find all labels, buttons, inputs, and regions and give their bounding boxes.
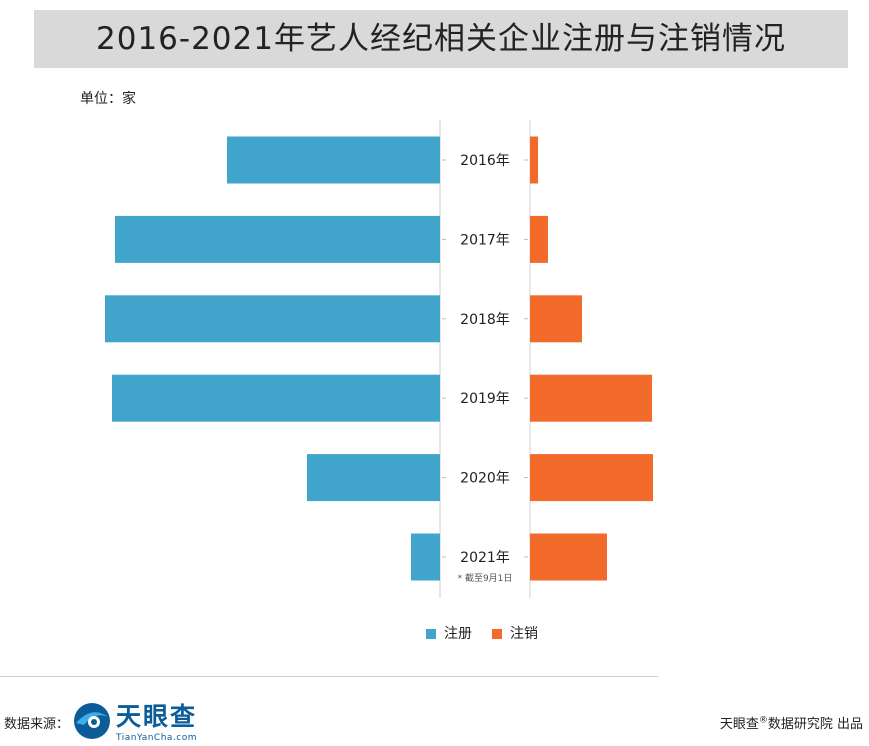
category-note-5: * 截至9月1日 (458, 572, 513, 584)
bar-cancel-0 (530, 136, 538, 184)
credit-rest: 数据研究院 出品 (767, 717, 863, 732)
category-label-0: 2016年 (460, 153, 510, 169)
footer-divider (0, 676, 658, 677)
chart-title: 2016-2021年艺人经纪相关企业注册与注销情况 (96, 21, 786, 57)
credit-main: 天眼查 (719, 717, 759, 732)
bar-register-1 (115, 215, 440, 263)
source-label: 数据来源： (4, 717, 70, 732)
category-label-3: 2019年 (460, 391, 510, 407)
logo-url: TianYanCha.com (116, 733, 198, 743)
bar-cancel-2 (530, 295, 582, 343)
bar-cancel-1 (530, 215, 548, 263)
bar-register-4 (307, 454, 440, 502)
title-band: 2016-2021年艺人经纪相关企业注册与注销情况 (34, 10, 848, 68)
legend-item-register: 注册 (426, 623, 472, 643)
bar-cancel-4 (530, 454, 653, 502)
bar-cancel-3 (530, 374, 652, 422)
bar-register-5 (411, 533, 440, 581)
category-label-2: 2018年 (460, 312, 510, 328)
legend-label-cancel: 注销 (510, 626, 538, 642)
category-label-1: 2017年 (460, 232, 510, 248)
logo-name: 天眼查 (116, 702, 198, 731)
legend-item-cancel: 注销 (492, 623, 538, 643)
bar-register-2 (105, 295, 440, 343)
butterfly-bar-chart: 2016年 2017年 2018年 2019年 2020年 2021年 * 截至9月1日 (105, 120, 653, 598)
tianyancha-logo: 天眼查 TianYanCha.com (72, 700, 212, 746)
legend-swatch-register (426, 629, 436, 639)
credit-text: 天眼查®数据研究院 出品 (720, 713, 863, 732)
category-label-5: 2021年 (460, 550, 510, 566)
bar-register-3 (112, 374, 440, 422)
bar-cancel-5 (530, 533, 607, 581)
registered-mark: ® (758, 715, 768, 726)
bar-register-0 (227, 136, 440, 184)
legend-label-register: 注册 (444, 626, 472, 642)
legend-swatch-cancel (492, 629, 502, 639)
category-label-4: 2020年 (460, 471, 510, 487)
eye-logo-icon (74, 703, 110, 739)
unit-label: 单位：家 (80, 91, 136, 107)
